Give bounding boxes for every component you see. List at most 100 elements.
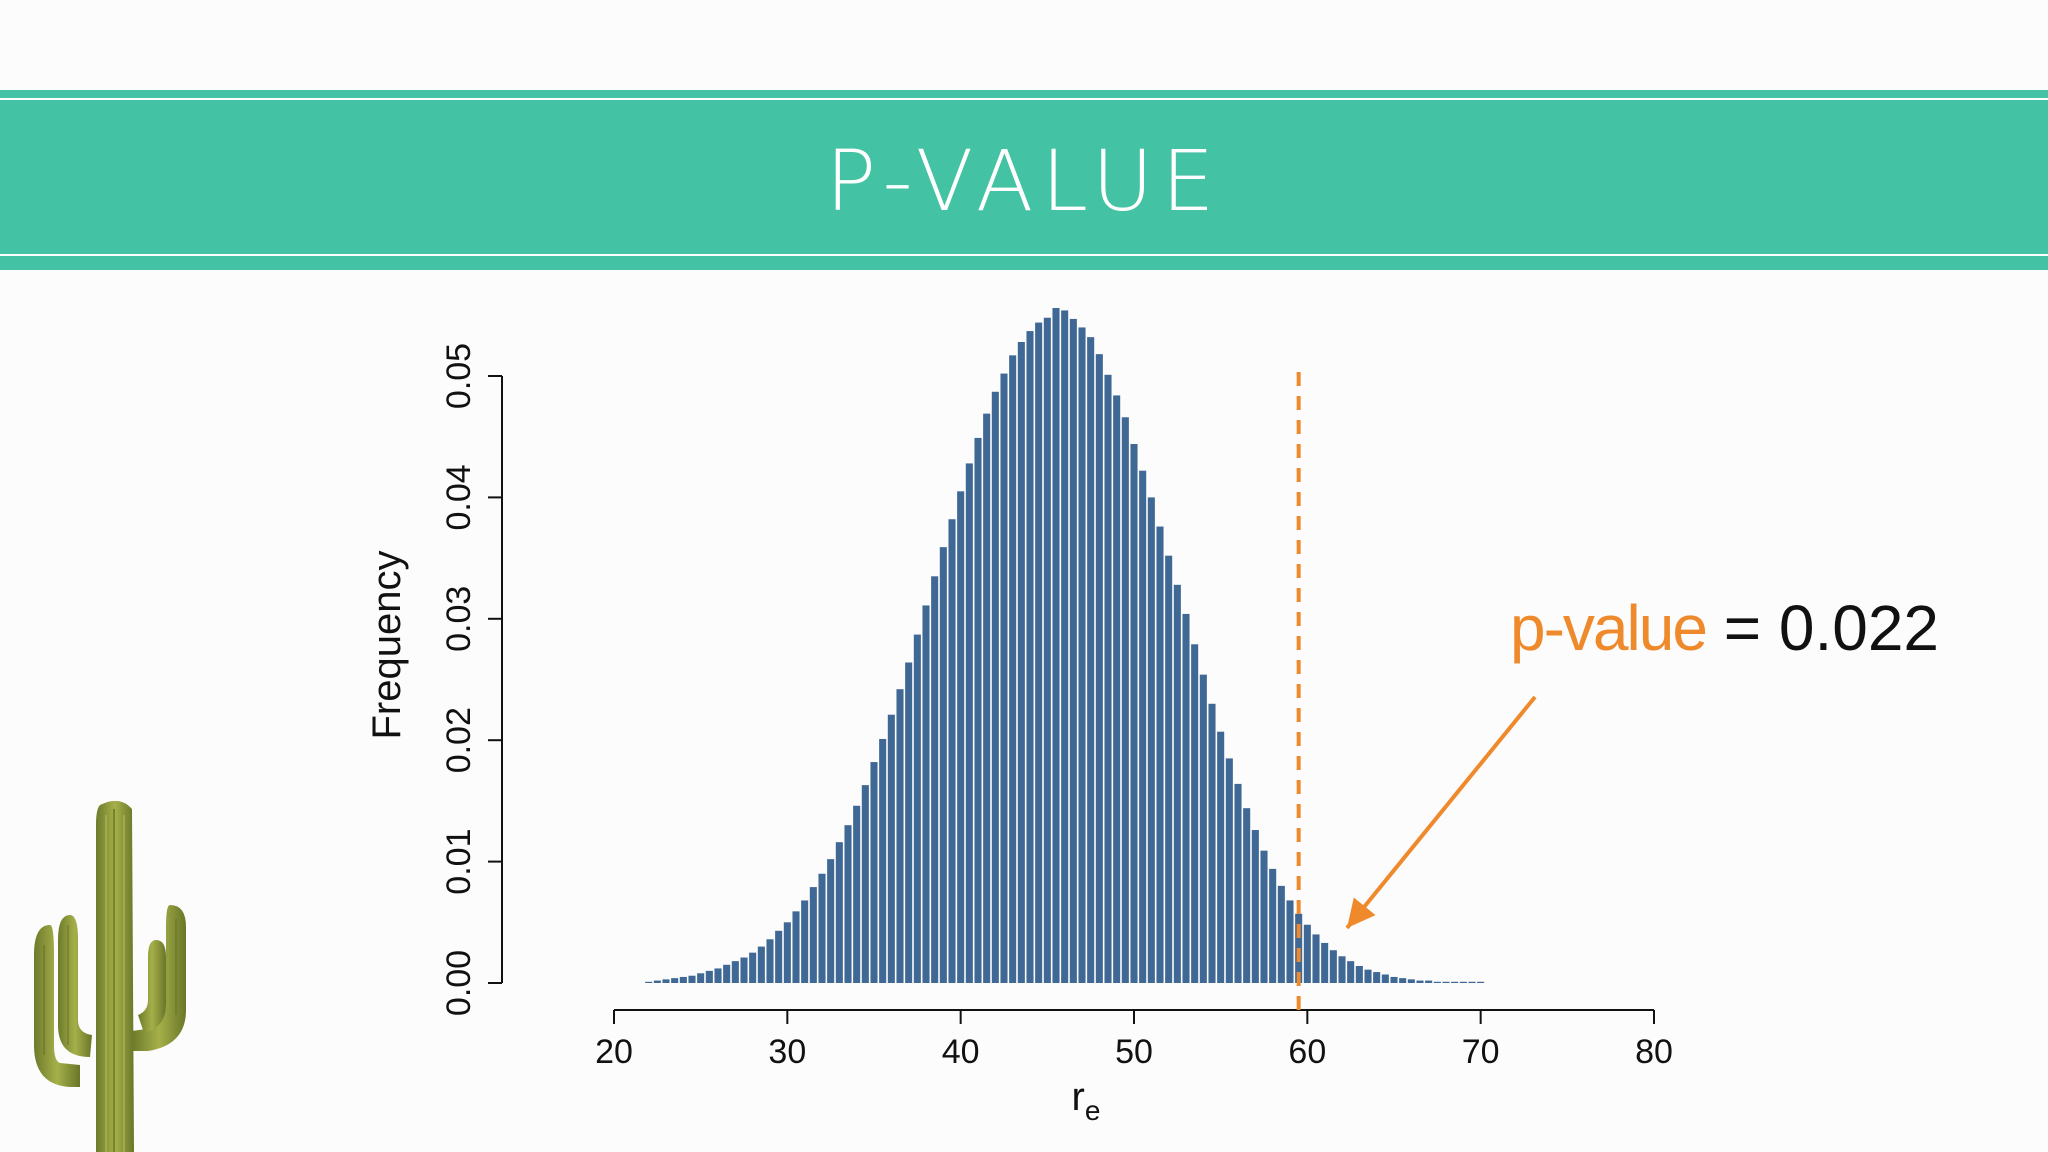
histogram-bar [723, 964, 731, 983]
title-banner: P-VALUE [0, 90, 2048, 270]
histogram-bar [1156, 526, 1164, 983]
histogram-bar [1035, 322, 1043, 984]
histogram-bar [1078, 327, 1086, 983]
x-axis-label: re [1072, 1075, 1101, 1126]
histogram-bar [775, 930, 783, 983]
histogram-bar [1087, 337, 1095, 983]
histogram-bar [1104, 374, 1112, 983]
y-tick-label: 0.00 [440, 950, 478, 1016]
histogram-bar [1173, 584, 1181, 983]
histogram-bar [1260, 850, 1268, 983]
arrow-shaft [1345, 695, 1537, 930]
histogram-bar [697, 973, 705, 983]
histogram-bar [1225, 758, 1233, 983]
histogram-bar [983, 413, 991, 983]
histogram-bar [939, 547, 947, 983]
pvalue-annotation: p-value = 0.022 [1510, 583, 1939, 673]
histogram-bar [931, 576, 939, 983]
banner-bottom-rule [0, 254, 2048, 256]
histogram-bar [861, 785, 869, 983]
histogram-bar [1052, 308, 1060, 983]
histogram-bar [714, 968, 722, 983]
y-axis: 0.00 0.01 0.02 0.03 0.04 0.05 Frequency [365, 343, 503, 1016]
y-tick-label: 0.01 [440, 829, 478, 895]
x-axis-label-main: r [1072, 1075, 1085, 1119]
histogram-bar [749, 952, 757, 983]
histogram-bar [853, 805, 861, 983]
histogram-bar [1026, 331, 1034, 984]
histogram-bar [835, 842, 843, 983]
x-tick-label: 20 [595, 1033, 633, 1071]
histogram-bar [705, 970, 713, 983]
histogram-bar [913, 634, 921, 983]
histogram-bar [1451, 981, 1459, 983]
histogram-bar [1373, 972, 1381, 983]
slide-title: P-VALUE [825, 132, 1223, 230]
histogram-bar [1139, 470, 1147, 983]
histogram-bar [809, 887, 817, 983]
histogram-bar [1468, 981, 1476, 983]
histogram-bar [1182, 613, 1190, 983]
histogram-bar [740, 957, 748, 983]
histogram-bar [1234, 783, 1242, 983]
histogram-bar [1338, 956, 1346, 983]
pvalue-number: 0.022 [1778, 592, 1939, 664]
histogram-bar [1147, 497, 1155, 983]
histogram-bar [1416, 980, 1424, 983]
histogram-bar [879, 738, 887, 983]
histogram-bar [1061, 310, 1069, 983]
histogram-bar [922, 605, 930, 983]
histogram-bar [662, 979, 670, 983]
histogram-bar [948, 519, 956, 983]
histogram-bar [1425, 980, 1433, 983]
histogram-bar [679, 976, 687, 983]
histogram-bar [965, 463, 973, 983]
histogram-bar [1433, 981, 1441, 983]
histogram-bar [671, 978, 679, 983]
histogram-bar [896, 689, 904, 983]
histogram-bar [1000, 373, 1008, 983]
histogram-bar [1113, 395, 1121, 983]
pvalue-term: p-value [1510, 592, 1708, 664]
histogram-bar [1130, 443, 1138, 984]
histogram-bar [844, 825, 852, 983]
x-axis-label-subscript: e [1085, 1095, 1101, 1126]
histogram-bar [1191, 644, 1199, 983]
histogram-bar [1069, 318, 1077, 983]
histogram-bar [1347, 961, 1355, 983]
histogram-bar [1303, 924, 1311, 983]
histogram-bar [653, 980, 661, 983]
x-tick-label: 40 [942, 1033, 980, 1071]
histogram-bar [974, 437, 982, 983]
histogram-bar [827, 859, 835, 983]
histogram-bar [1009, 355, 1017, 983]
x-tick-label: 60 [1288, 1033, 1326, 1071]
histogram-bar [1199, 674, 1207, 983]
x-tick-label: 30 [768, 1033, 806, 1071]
x-tick-label: 80 [1635, 1033, 1673, 1071]
histogram-bar [1043, 317, 1051, 984]
x-tick-label: 70 [1462, 1033, 1500, 1071]
histogram-bar [957, 491, 965, 983]
histogram-bar [1095, 354, 1103, 983]
y-tick-label: 0.02 [440, 707, 478, 773]
histogram-bar [1321, 942, 1329, 983]
histogram-bar [1017, 342, 1025, 983]
histogram-bar [1407, 979, 1415, 983]
histogram-bar [801, 900, 809, 983]
y-tick-label: 0.04 [440, 464, 478, 530]
banner-top-rule [0, 98, 2048, 100]
histogram-bar [1390, 976, 1398, 983]
histogram-bar [645, 981, 653, 983]
x-tick-label: 50 [1115, 1033, 1153, 1071]
pvalue-arrow [1345, 695, 1537, 930]
histogram-bar [1399, 978, 1407, 983]
histogram-bar [688, 975, 696, 983]
histogram-bar [887, 714, 895, 983]
histogram-bar [905, 662, 913, 983]
histogram-bar [1355, 966, 1363, 983]
histogram-bar [1312, 934, 1320, 983]
pvalue-equals-sign: = [1723, 592, 1762, 664]
histogram-bar [1217, 731, 1225, 983]
